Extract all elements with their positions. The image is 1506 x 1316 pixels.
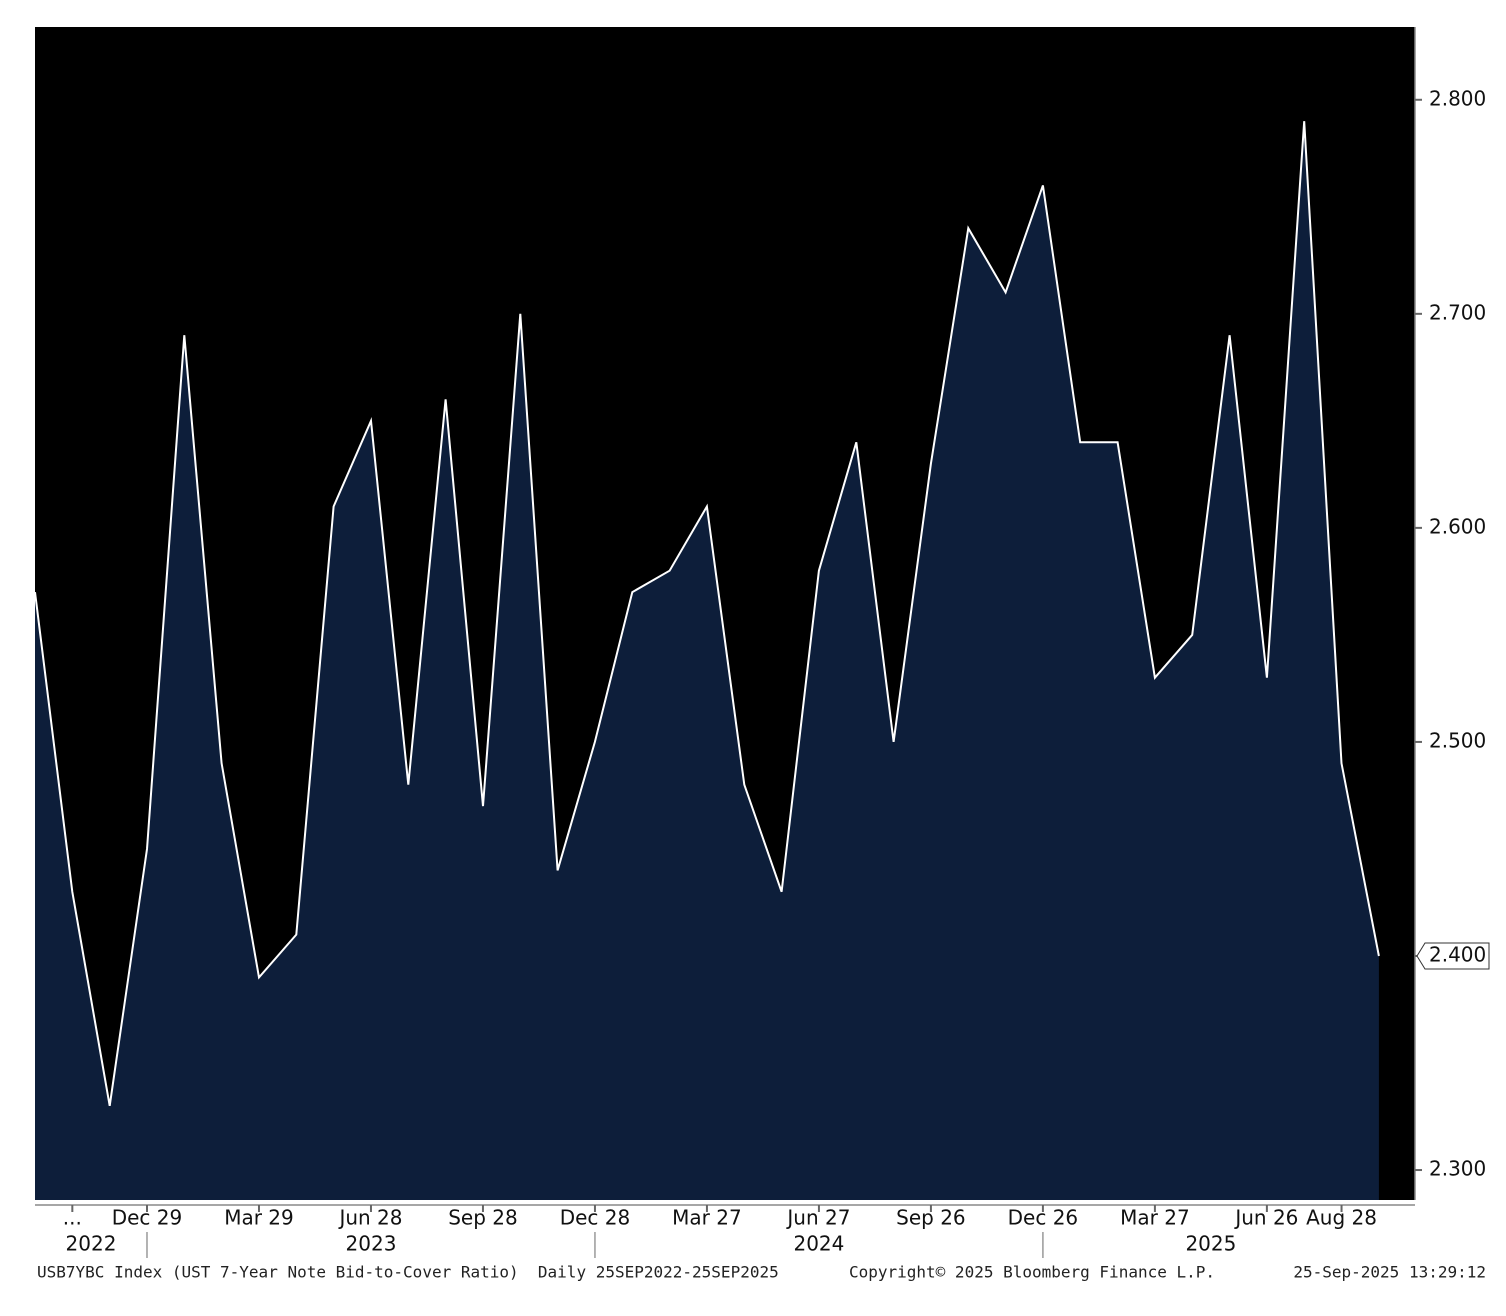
last-value-box — [1416, 942, 1490, 970]
footer-center: Copyright© 2025 Bloomberg Finance L.P. — [849, 1263, 1215, 1282]
year-label: 2023 — [346, 1232, 397, 1256]
y-tick-label: 2.800 — [1429, 86, 1486, 110]
x-tick-label: ... — [63, 1206, 82, 1230]
year-label: 2022 — [66, 1232, 117, 1256]
y-tick-label: 2.700 — [1429, 300, 1486, 324]
x-tick-label: Sep 26 — [896, 1206, 966, 1230]
x-tick-label: Mar 29 — [224, 1206, 294, 1230]
area — [35, 121, 1379, 1201]
x-tick-label: Dec 26 — [1008, 1206, 1079, 1230]
y-tick-label: 2.500 — [1429, 728, 1486, 752]
x-tick-label: Mar 27 — [1120, 1206, 1190, 1230]
last-value-label: 2.400 — [1429, 942, 1486, 966]
x-tick-label: Dec 29 — [112, 1206, 183, 1230]
x-tick-label: Jun 27 — [785, 1206, 850, 1230]
x-tick-label: Mar 27 — [672, 1206, 742, 1230]
year-label: 2024 — [793, 1232, 844, 1256]
footer-left: USB7YBC Index (UST 7-Year Note Bid-to-Co… — [37, 1263, 779, 1282]
line — [34, 121, 1380, 1106]
x-tick-label: Dec 28 — [560, 1206, 631, 1230]
y-tick-label: 2.600 — [1429, 514, 1486, 538]
y-tick-label: 2.300 — [1429, 1157, 1486, 1181]
x-tick-label: Sep 28 — [448, 1206, 518, 1230]
footer-right: 25-Sep-2025 13:29:12 — [1293, 1263, 1486, 1282]
x-tick-label: Jun 26 — [1233, 1206, 1298, 1230]
year-label: 2025 — [1185, 1232, 1236, 1256]
x-tick-label: Jun 28 — [337, 1206, 402, 1230]
x-tick-label: Aug 28 — [1306, 1206, 1377, 1230]
